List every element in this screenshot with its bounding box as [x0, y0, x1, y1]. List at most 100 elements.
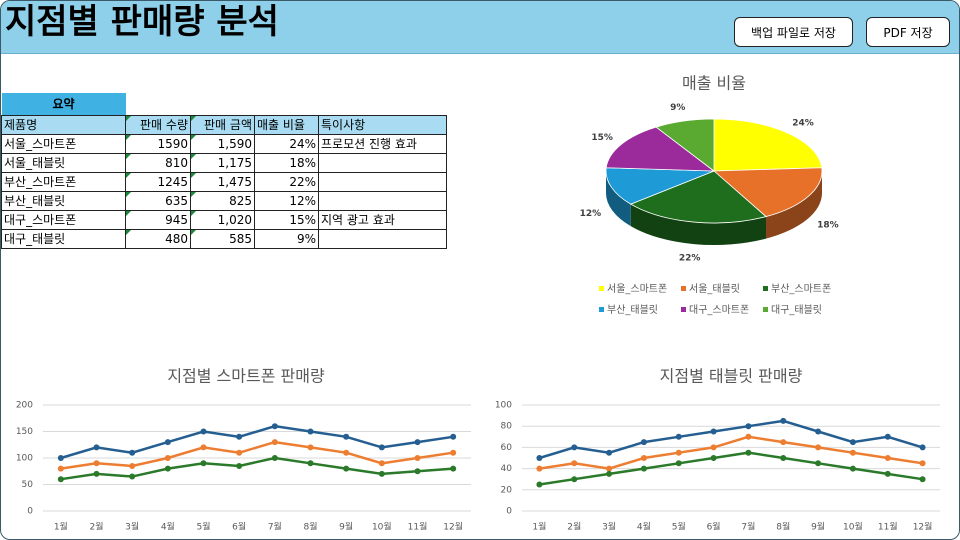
marker: [606, 470, 613, 477]
table-row: 서울_태블릿 810 1,175 18%: [1, 152, 447, 173]
table-cell: 서울_태블릿: [1, 152, 126, 173]
table-cell: 9%: [254, 228, 319, 249]
x-tick-label: 6월: [707, 521, 721, 533]
marker: [640, 455, 647, 461]
pie-slice: [605, 126, 716, 172]
marker: [378, 470, 385, 477]
backup-button[interactable]: 백업 파일로 저장: [734, 17, 853, 47]
pie-slice: [629, 170, 767, 224]
marker: [884, 470, 891, 477]
pdf-button[interactable]: PDF 저장: [866, 17, 950, 47]
pie-side: [606, 171, 631, 227]
marker: [536, 481, 543, 488]
table-cell: 대구_스마트폰: [1, 209, 126, 230]
table-cell: [318, 171, 447, 192]
marker: [307, 428, 314, 435]
marker: [710, 428, 717, 435]
header-row: 제품명 판매 수량 판매 금액 매출 비율 특이사항: [1, 114, 447, 135]
y-tick-label: 0: [27, 507, 33, 517]
table-row: 대구_스마트폰 945 1,020 15% 지역 광고 효과: [1, 209, 447, 230]
x-tick-label: 3월: [125, 521, 139, 533]
line: [539, 419, 923, 460]
x-tick-label: 12월: [913, 521, 933, 533]
legend-swatch: [681, 307, 686, 312]
marker: [780, 439, 787, 446]
marker: [414, 468, 421, 475]
marker: [57, 476, 64, 483]
header: 지점별 판매량 분석 백업 파일로 저장 PDF 저장: [1, 1, 959, 54]
marker: [745, 449, 752, 456]
x-tick-label: 9월: [339, 521, 353, 533]
data-label: 12%: [580, 209, 602, 219]
x-tick-label: 2월: [89, 521, 103, 533]
marker: [164, 455, 171, 461]
table-cell: 585: [190, 228, 255, 249]
marker: [675, 460, 682, 467]
marker: [200, 428, 207, 435]
x-tick-label: 5월: [196, 521, 210, 533]
marker: [93, 460, 100, 467]
chart-title: 매출 비율: [682, 74, 746, 93]
marker: [571, 460, 578, 467]
x-tick-label: 7월: [741, 521, 755, 533]
table-cell: 서울_스마트폰: [1, 133, 126, 154]
marker: [571, 476, 578, 483]
column-header: 판매 금액: [190, 114, 255, 135]
x-tick-label: 1월: [54, 521, 68, 533]
chart-title: 지점별 태블릿 판매량: [660, 367, 803, 386]
table-cell: 대구_태블릿: [1, 228, 126, 249]
marker: [745, 423, 752, 430]
marker: [450, 433, 457, 440]
data-label: 15%: [591, 133, 613, 143]
table-cell: 부산_태블릿: [1, 190, 126, 211]
summary-table: 요약 제품명 판매 수량 판매 금액 매출 비율 특이사항 서울_스마트폰 1590 1,590…: [1, 93, 447, 249]
marker: [640, 465, 647, 472]
marker: [307, 460, 314, 467]
y-tick-label: 150: [16, 427, 33, 437]
table-cell: 810: [125, 152, 191, 173]
marker: [343, 433, 350, 440]
table-row: 부산_태블릿 635 825 12%: [1, 190, 447, 211]
marker: [129, 473, 136, 480]
table-cell: 1,020: [190, 209, 255, 230]
legend-swatch: [681, 286, 686, 291]
table-cell: 12%: [254, 190, 319, 211]
data-label: 18%: [817, 220, 839, 230]
line: [60, 440, 454, 470]
table-cell: 프로모션 진행 효과: [318, 133, 447, 154]
table-cell: 1,590: [190, 133, 255, 154]
marker: [236, 462, 243, 469]
x-tick-label: 4월: [637, 521, 651, 533]
line: [60, 424, 454, 460]
pie-side: [630, 204, 767, 246]
data-label: 24%: [792, 118, 814, 128]
x-tick-label: 7월: [268, 521, 282, 533]
line: [539, 451, 923, 486]
table-row: 대구_태블릿 480 585 9%: [1, 228, 447, 249]
marker: [919, 460, 926, 467]
marker: [271, 423, 278, 430]
legend-swatch: [599, 307, 604, 312]
table-cell: 1590: [125, 133, 191, 154]
marker: [164, 465, 171, 472]
x-tick-label: 11월: [878, 521, 898, 533]
legend-swatch: [763, 307, 768, 312]
x-tick-label: 2월: [567, 521, 581, 533]
marker: [571, 444, 578, 451]
marker: [640, 439, 647, 446]
legend-label: 부산_스마트폰: [771, 283, 831, 295]
marker: [849, 439, 856, 446]
table-cell: [318, 190, 447, 211]
marker: [164, 439, 171, 446]
marker: [57, 465, 64, 472]
x-tick-label: 6월: [232, 521, 246, 533]
marker: [236, 433, 243, 440]
table-cell: 1245: [125, 171, 191, 192]
table-cell: 지역 광고 효과: [318, 209, 447, 230]
table-row: 부산_스마트폰 1245 1,475 22%: [1, 171, 447, 192]
y-tick-label: 100: [495, 401, 512, 411]
table-cell: 24%: [254, 133, 319, 154]
y-tick-label: 50: [22, 480, 34, 490]
marker: [57, 455, 64, 461]
marker: [919, 476, 926, 483]
